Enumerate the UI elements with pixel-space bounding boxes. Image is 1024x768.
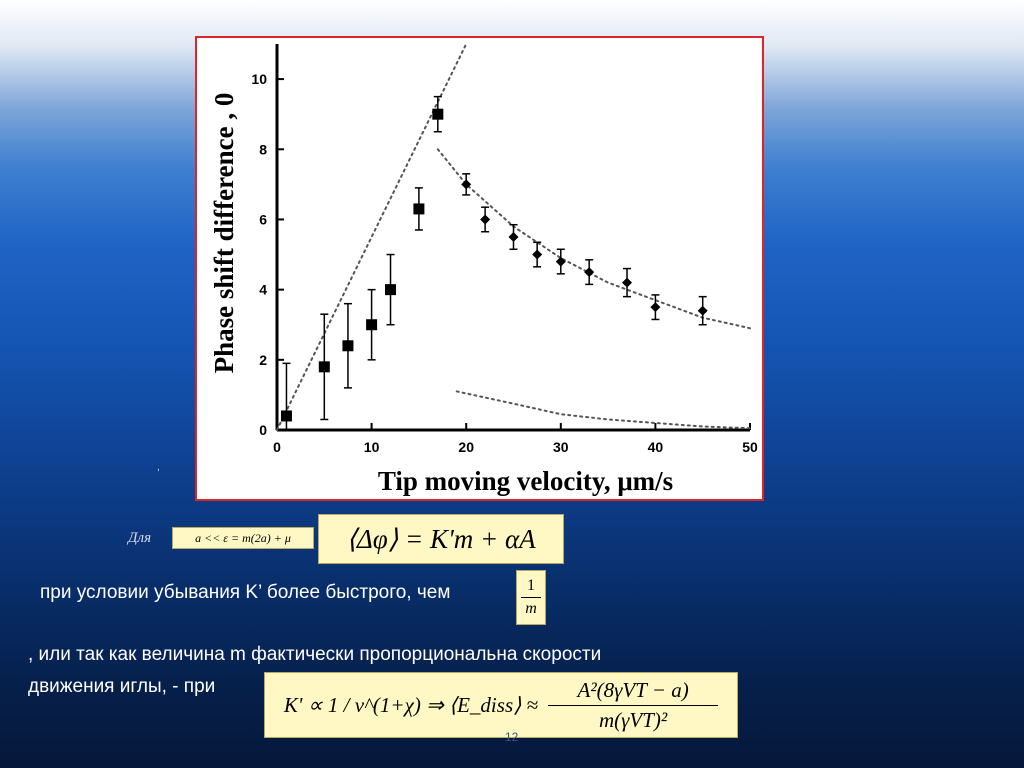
formula-condition: a << ε = m(2a) + μ	[172, 527, 314, 549]
data-point-diamond	[650, 302, 661, 313]
formula-bottom-bar	[548, 704, 719, 706]
formula-main-text: ⟨Δφ⟩ = K'm + αA	[346, 523, 536, 554]
fit-curve-1	[276, 43, 468, 431]
y-tick-label: 4	[259, 282, 267, 298]
for-label: Для	[128, 530, 152, 546]
formula-bottom-numerator: A²(8γVT − a)	[577, 677, 689, 702]
chart-frame: 0 10 20 30 40 50 0 2 4 6 8 10 Tip moving velocity, μ…	[195, 36, 764, 501]
y-tick-label: 2	[259, 352, 267, 368]
formula-bottom-left: K' ∝ 1 / v^(1+χ) ⇒ ⟨E_diss⟩ ≈	[283, 692, 539, 717]
page-number: 12	[505, 730, 519, 744]
data-point-diamond	[697, 305, 708, 316]
fraction-denominator: m	[525, 600, 537, 617]
x-tick-label: 40	[648, 439, 664, 455]
data-point-square	[432, 108, 444, 120]
data-point-square	[342, 340, 354, 352]
fraction-numerator: 1	[527, 577, 535, 594]
formula-main: ⟨Δφ⟩ = K'm + αA	[318, 514, 564, 564]
y-tick-label: 8	[259, 141, 267, 157]
data-point-square	[413, 203, 425, 215]
data-point-square	[366, 319, 378, 331]
data-point-diamond	[555, 256, 566, 267]
velocity-text: , или так как величина m фактически проп…	[28, 644, 602, 665]
fit-curve-2	[436, 148, 751, 330]
formula-fraction: 1 m	[516, 570, 546, 625]
formula-bottom-denominator: m(γVT)²	[598, 707, 668, 732]
formula-condition-text: a << ε = m(2a) + μ	[195, 530, 291, 545]
condition-text: при условии убывания K’ более быстрого, …	[40, 582, 451, 603]
x-tick-label: 10	[364, 439, 380, 455]
x-tick-label: 20	[458, 439, 474, 455]
phase-shift-chart: 0 10 20 30 40 50 0 2 4 6 8 10 Tip moving velocity, μ…	[209, 43, 758, 496]
data-point-square	[318, 361, 330, 373]
x-tick-label: 0	[273, 439, 281, 455]
motion-text: движения иглы, - при	[28, 676, 216, 697]
x-tick-label: 30	[553, 439, 569, 455]
data-point-diamond	[622, 277, 633, 288]
formula-bottom-fraction: A²(8γVT − a) m(γVT)²	[548, 677, 719, 733]
fraction-bar	[521, 597, 541, 598]
data-point-square	[385, 284, 397, 296]
data-point-diamond	[461, 179, 472, 190]
x-tick-label: 50	[742, 439, 758, 455]
data-point-diamond	[480, 214, 491, 225]
y-tick-label: 6	[259, 211, 267, 227]
y-tick-label: 10	[251, 71, 267, 87]
y-tick-label: 0	[259, 422, 267, 438]
stray-mark: ,	[157, 462, 160, 473]
fit-curve-3	[455, 390, 751, 430]
data-point-square	[280, 410, 292, 422]
data-point-diamond	[532, 249, 543, 260]
x-axis-label: Tip moving velocity, μm/s	[378, 466, 673, 496]
data-point-diamond	[584, 267, 595, 278]
formula-bottom: K' ∝ 1 / v^(1+χ) ⇒ ⟨E_diss⟩ ≈ A²(8γVT − …	[264, 672, 738, 738]
data-point-diamond	[508, 232, 519, 242]
y-axis-label: Phase shift difference , 0	[209, 93, 239, 374]
